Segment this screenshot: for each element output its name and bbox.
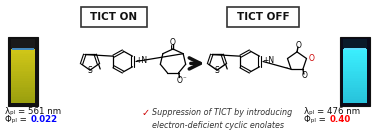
Bar bbox=[11, 70, 35, 72]
Text: Φₚₗ =: Φₚₗ = bbox=[5, 115, 29, 124]
Text: O: O bbox=[170, 38, 176, 47]
Bar bbox=[343, 56, 367, 58]
Bar bbox=[11, 39, 35, 49]
Bar bbox=[11, 56, 35, 58]
FancyBboxPatch shape bbox=[81, 7, 147, 27]
Bar bbox=[11, 84, 35, 87]
Bar bbox=[343, 79, 367, 81]
FancyBboxPatch shape bbox=[227, 7, 299, 27]
Text: Suppression of TICT by introducing
electron-deficient cyclic enolates: Suppression of TICT by introducing elect… bbox=[152, 108, 292, 130]
Bar bbox=[11, 97, 35, 99]
Bar bbox=[11, 63, 35, 65]
Text: O: O bbox=[308, 54, 314, 63]
Bar bbox=[343, 65, 367, 67]
Bar bbox=[343, 50, 367, 53]
Text: λₚₗ = 476 nm: λₚₗ = 476 nm bbox=[304, 107, 360, 116]
Bar bbox=[11, 74, 35, 76]
Bar bbox=[11, 92, 35, 94]
Bar bbox=[11, 81, 35, 83]
Bar bbox=[11, 75, 35, 78]
Bar bbox=[11, 68, 35, 70]
Bar bbox=[343, 39, 367, 49]
Bar bbox=[11, 59, 35, 62]
Bar bbox=[343, 52, 367, 54]
Text: ✓: ✓ bbox=[142, 108, 150, 118]
Bar bbox=[343, 70, 367, 72]
Bar bbox=[11, 93, 35, 96]
Text: TICT OFF: TICT OFF bbox=[237, 12, 289, 22]
Bar bbox=[343, 99, 367, 101]
Bar bbox=[343, 49, 367, 51]
Bar bbox=[343, 95, 367, 97]
Bar bbox=[343, 66, 367, 69]
Bar bbox=[11, 54, 35, 56]
Bar bbox=[12, 48, 34, 50]
Bar bbox=[343, 92, 367, 94]
Bar bbox=[11, 66, 35, 69]
Bar bbox=[343, 74, 367, 76]
Bar bbox=[343, 88, 367, 90]
Bar bbox=[11, 49, 35, 51]
Bar bbox=[343, 61, 367, 63]
Bar bbox=[343, 90, 367, 92]
Bar bbox=[343, 77, 367, 79]
Bar bbox=[11, 90, 35, 92]
Bar bbox=[343, 83, 367, 85]
Bar bbox=[343, 59, 367, 62]
Text: TICT ON: TICT ON bbox=[90, 12, 138, 22]
Text: ⁻: ⁻ bbox=[284, 65, 288, 74]
Text: 0.022: 0.022 bbox=[31, 115, 58, 124]
Text: ⁻: ⁻ bbox=[183, 77, 186, 82]
Bar bbox=[11, 95, 35, 97]
Bar bbox=[343, 57, 367, 60]
Bar bbox=[11, 83, 35, 85]
Bar bbox=[340, 36, 370, 106]
Bar bbox=[8, 36, 38, 106]
Bar bbox=[343, 84, 367, 87]
Bar bbox=[343, 100, 367, 103]
Bar bbox=[343, 86, 367, 88]
Bar bbox=[11, 65, 35, 67]
Text: Φₚₗ =: Φₚₗ = bbox=[304, 115, 328, 124]
Bar bbox=[11, 99, 35, 101]
Bar bbox=[343, 63, 367, 65]
Bar bbox=[11, 50, 35, 53]
Bar bbox=[343, 68, 367, 70]
Bar bbox=[11, 79, 35, 81]
Bar bbox=[11, 57, 35, 60]
Bar bbox=[343, 93, 367, 96]
Bar bbox=[343, 81, 367, 83]
Bar bbox=[11, 77, 35, 79]
Bar bbox=[11, 86, 35, 88]
Bar bbox=[343, 97, 367, 99]
Bar bbox=[344, 48, 366, 50]
Bar bbox=[11, 88, 35, 90]
Text: O: O bbox=[296, 41, 302, 50]
Bar bbox=[343, 75, 367, 78]
Text: O: O bbox=[177, 76, 183, 85]
Bar bbox=[11, 72, 35, 74]
Bar bbox=[11, 100, 35, 103]
Bar bbox=[343, 72, 367, 74]
Bar bbox=[11, 61, 35, 63]
Bar bbox=[11, 52, 35, 54]
Bar bbox=[343, 54, 367, 56]
Text: +N: +N bbox=[262, 56, 274, 65]
Text: +N: +N bbox=[135, 56, 147, 65]
Text: S: S bbox=[87, 66, 92, 75]
Text: S: S bbox=[214, 66, 219, 75]
Text: O: O bbox=[302, 71, 308, 81]
Text: λₚₗ = 561 nm: λₚₗ = 561 nm bbox=[5, 107, 61, 116]
Text: 0.40: 0.40 bbox=[330, 115, 351, 124]
